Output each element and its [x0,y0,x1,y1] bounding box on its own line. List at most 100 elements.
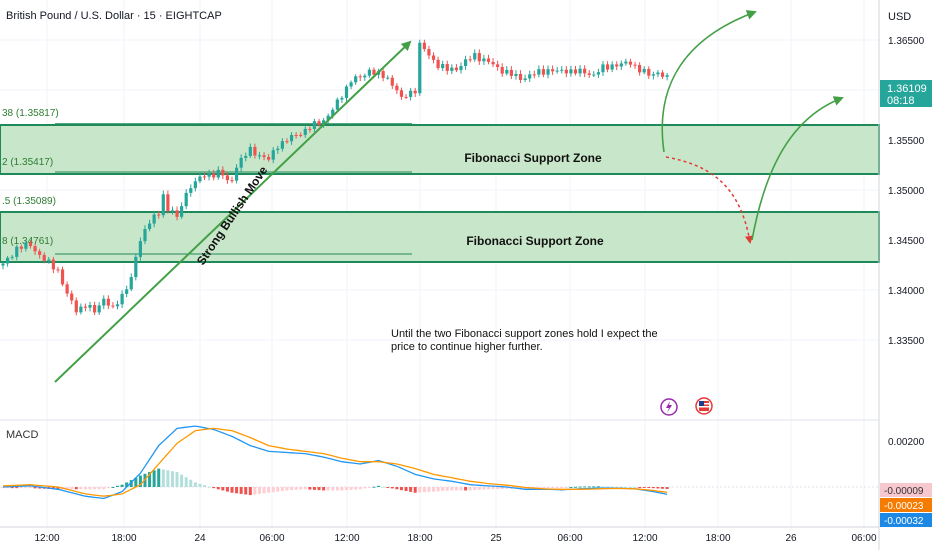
fib-zone-upper[interactable]: Fibonacci Support Zone [0,123,880,175]
candle-body [390,77,394,86]
time-tick: 06:00 [259,533,284,544]
candle-body [289,134,294,142]
candle-body [340,97,344,100]
macd-histogram-bar [619,486,623,488]
candle-body [47,259,51,261]
currency-label[interactable]: USD [888,11,911,23]
macd-histogram-bar [253,487,257,495]
macd-histogram-bar [578,486,582,488]
candle-body [468,59,472,61]
candle-body [15,246,19,257]
us-flag-icon[interactable] [695,397,713,415]
macd-histogram-bar [331,487,335,491]
price-tick: 1.34000 [888,286,925,297]
candle-body [665,75,669,77]
candle-body [134,256,138,278]
macd-badge [880,513,932,527]
candle-body [143,229,147,242]
macd-histogram-bar [129,480,133,487]
macd-histogram-bar [390,487,394,489]
macd-histogram-bar [33,487,37,489]
candle-body [239,157,243,168]
time-tick: 12:00 [34,533,59,544]
candle-body [660,72,665,77]
macd-histogram-bar [166,470,170,487]
candle-body [583,68,587,74]
signal-line [2,427,668,497]
time-axis[interactable]: 12:00 18:00 24 06:00 12:00 18:00 25 06:00 12:00 1… [34,533,876,544]
macd-histogram-bar [70,487,74,490]
candle-body [454,67,459,71]
candle-body [70,293,74,301]
candle-body [111,305,115,307]
candle-body [573,69,578,74]
candle-body [157,214,161,216]
candle-body [138,241,142,257]
candle-body [33,246,37,252]
macd-histogram-bar [482,487,486,490]
macd-histogram-bar [111,487,115,488]
candle-body [51,259,55,270]
macd-histogram-bar [125,482,129,487]
candle-body [10,256,14,258]
candle-body [459,65,463,71]
macd-histogram-bar [496,487,500,490]
candle-body [198,176,202,182]
macd-histogram-bar [473,487,477,491]
fib-zone-lower[interactable]: Fibonacci Support Zone [0,211,880,263]
candle-body [303,128,307,135]
macd-histogram-bar [116,485,119,487]
candle-body [24,242,28,249]
candle-body [496,64,500,68]
macd-histogram-bar [422,487,426,493]
candle-body [248,146,252,157]
analysis-note: Until the two Fibonacci support zones ho… [391,328,658,353]
candle-body [619,63,623,67]
macd-histogram-bar [28,487,32,489]
macd-histogram-bar [1,487,5,489]
grid-lines [0,0,879,527]
candle-body [102,298,106,306]
lightning-icon[interactable] [660,398,678,416]
candle-body [363,75,367,78]
macd-histogram-bar [642,487,646,488]
macd-histogram-bar [175,472,179,487]
macd-histogram-bar [19,487,23,489]
macd-histogram-bar [592,486,596,488]
candle-body [175,210,179,217]
candle-body [344,86,349,98]
macd-histogram-bar [418,487,422,493]
candle-body [486,58,491,62]
macd-histogram-bar [436,487,440,492]
candle-body [147,223,152,230]
macd-histogram-bar [262,487,266,494]
candle-body [28,242,33,247]
macd-histogram-bar [230,487,234,493]
macd-histogram-bar [102,487,106,490]
candle-body [555,70,559,72]
projection-arrows [661,10,844,244]
candle-body [253,146,257,156]
macd-histogram-bar [152,470,156,487]
projection-arrow-rebound [751,96,844,241]
macd-histogram-bar [88,487,92,490]
macd-histogram-bar [207,486,211,488]
candle-body [578,68,582,74]
symbol-title[interactable]: British Pound / U.S. Dollar · 15 · EIGHT… [6,10,222,22]
fib-label-3: 8 (1.34761) [2,236,53,247]
macd-histogram-bar [409,487,413,492]
macd-label: MACD [6,429,38,441]
macd-histogram-bar [138,475,142,487]
candle-body [326,115,330,121]
candle-body [189,188,193,193]
candle-body [354,76,358,83]
macd-histogram-bar [399,487,403,491]
time-tick: 26 [785,533,797,544]
price-tick: 1.35500 [888,136,925,147]
time-tick: 18:00 [111,533,136,544]
macd-histogram-bar [340,487,344,491]
macd-histogram-bar [601,486,605,488]
macd-histogram-bar [505,487,509,489]
